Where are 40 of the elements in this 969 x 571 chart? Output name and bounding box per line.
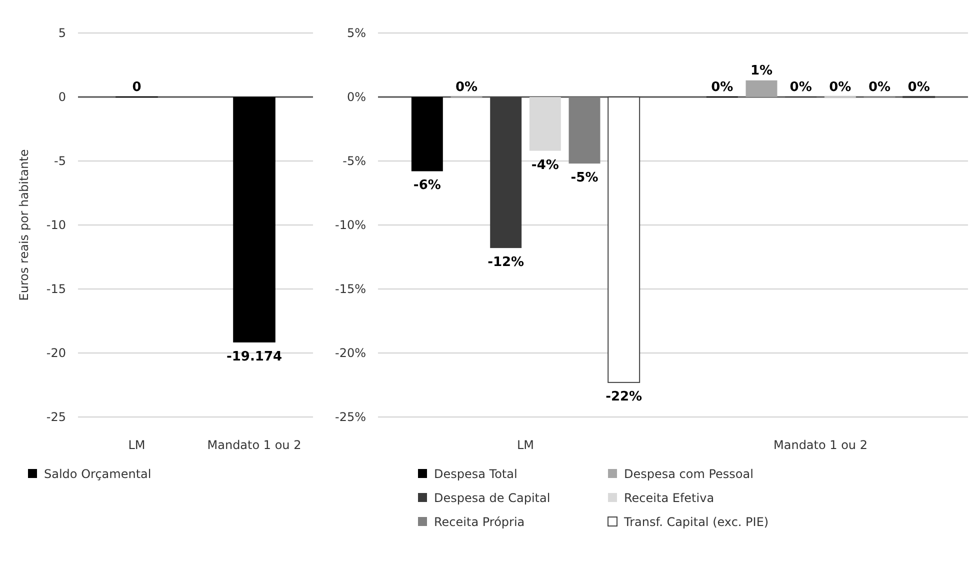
y-tick-label: -15 — [46, 282, 66, 296]
y-tick-label: -10 — [46, 218, 66, 232]
data-label: 0% — [455, 80, 478, 95]
x-tick-label: LM — [128, 438, 146, 452]
y-tick-label: -20% — [334, 346, 366, 360]
y-tick-label: 5% — [346, 26, 366, 40]
legend-label: Despesa com Pessoal — [624, 467, 754, 481]
legend-label: Transf. Capital (exc. PIE) — [623, 515, 769, 529]
data-label: -5% — [570, 170, 598, 186]
data-label: -12% — [488, 255, 524, 270]
data-label: 0% — [790, 80, 812, 95]
data-label: -19.174 — [226, 349, 282, 364]
data-label: -4% — [531, 158, 559, 173]
y-tick-label: -25% — [334, 410, 366, 424]
data-label: 0% — [908, 80, 930, 95]
data-label: 1% — [750, 63, 773, 78]
data-label: 0% — [829, 80, 852, 95]
data-label: 0% — [868, 80, 891, 95]
y-tick-label: -20 — [46, 346, 66, 360]
legend-label: Despesa de Capital — [434, 491, 550, 505]
data-label: -6% — [413, 178, 441, 194]
y-tick-label: 0 — [58, 90, 66, 104]
y-tick-label: -5 — [54, 154, 66, 168]
y-tick-label: -5% — [342, 154, 366, 168]
y-tick-label: -15% — [334, 282, 366, 296]
y-tick-label: -10% — [334, 218, 366, 232]
x-tick-label: Mandato 1 ou 2 — [774, 438, 868, 452]
y-tick-label: 5 — [58, 26, 66, 40]
legend-label: Receita Efetiva — [624, 491, 714, 505]
legend-label: Receita Própria — [434, 515, 525, 529]
y-axis-title: Euros reais por habitante — [17, 149, 31, 301]
data-label: 0 — [132, 80, 142, 95]
y-tick-label: -25 — [46, 410, 66, 424]
x-tick-label: LM — [516, 438, 534, 452]
data-label: 0% — [711, 80, 734, 95]
y-tick-label: 0% — [346, 90, 366, 104]
data-label: -22% — [606, 389, 642, 404]
legend-label: Despesa Total — [434, 467, 518, 481]
x-tick-label: Mandato 1 ou 2 — [207, 438, 302, 452]
legend-label: Saldo Orçamental — [44, 467, 152, 481]
